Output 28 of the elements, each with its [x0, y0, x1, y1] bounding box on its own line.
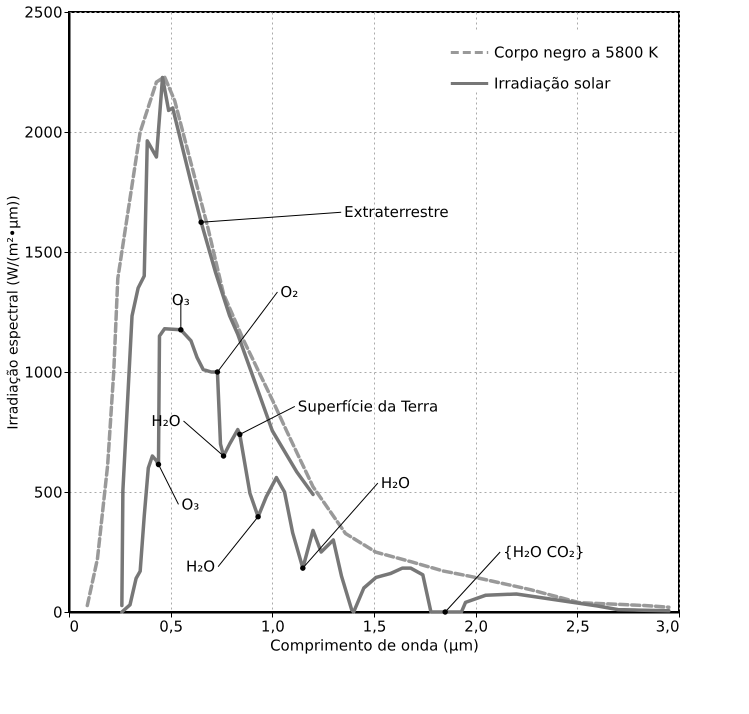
- y-tick-label: 1500: [24, 244, 62, 262]
- annotation: Extraterrestre: [344, 203, 449, 222]
- x-tick-label: 3,0: [656, 618, 680, 636]
- x-tick-label: 1,5: [362, 618, 386, 636]
- x-tick-label: 1,0: [260, 618, 285, 636]
- annotation: H₂O: [380, 474, 410, 492]
- annotation: O₃: [181, 495, 200, 514]
- x-tick-label: 2,5: [566, 618, 590, 636]
- y-tick-label: 1000: [24, 364, 62, 382]
- x-tick-label: 0: [70, 618, 80, 636]
- y-tick-label: 0: [52, 604, 62, 622]
- legend-label: Irradiação solar: [494, 74, 612, 92]
- annotation: H₂O: [186, 558, 216, 576]
- legend-label: Corpo negro a 5800 K: [494, 44, 660, 62]
- line-series: [120, 327, 671, 614]
- annotation: H₂O: [151, 412, 181, 430]
- x-tick-label: 2,0: [464, 618, 488, 636]
- line-series: [86, 75, 671, 609]
- annotation: O₂: [280, 283, 298, 301]
- y-tick-label: 500: [34, 484, 62, 502]
- annotation: O₃: [172, 290, 190, 309]
- y-tick-label: 2000: [24, 124, 62, 142]
- x-axis-title: Comprimento de onda (µm): [270, 636, 479, 654]
- annotation: Superfície da Terra: [298, 397, 438, 416]
- y-tick-label: 2500: [24, 4, 62, 22]
- y-axis-title: Irradiação espectral (W/(m²•µm)): [5, 195, 22, 430]
- annotation: {H₂O CO₂}: [503, 543, 584, 561]
- x-tick-label: 0,5: [159, 618, 184, 636]
